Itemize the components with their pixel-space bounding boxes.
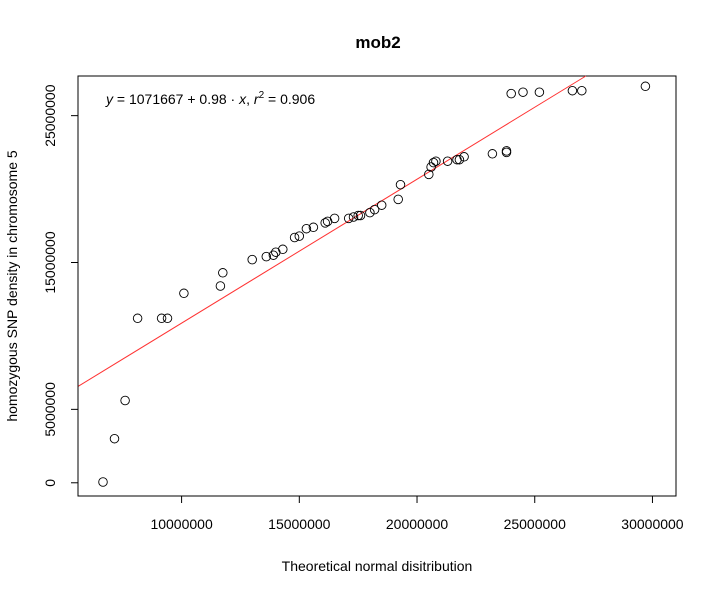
y-axis-label: homozygous SNP density in chromosome 5 [4,150,20,422]
data-point [289,232,300,243]
data-point [294,231,305,241]
eq-y-var: y [105,91,114,107]
y-tick-label: 0 [42,479,58,487]
data-point [454,154,465,165]
data-point [109,433,120,444]
x-axis: 10000000 15000000 20000000 25000000 30000000 [150,495,684,532]
data-point [431,156,441,166]
data-point [268,250,279,260]
data-point [278,244,288,255]
data-point [577,85,587,96]
data-point [162,313,173,324]
eq-r-var: r [254,91,260,107]
data-point [376,200,387,210]
data-point [442,156,453,166]
data-point [506,88,516,99]
data-point [518,87,528,97]
x-axis-label: Theoretical normal disitribution [282,558,473,574]
data-point [322,216,333,227]
data-point [179,288,189,299]
data-point [501,146,512,156]
data-point [120,395,130,406]
y-tick-label: 5000000 [42,382,58,437]
data-point [215,281,226,291]
y-tick-label: 15000000 [42,231,58,294]
data-point [365,207,375,218]
regression-line [77,75,587,387]
x-tick-label: 10000000 [150,516,213,532]
data-point [353,210,363,221]
regression-equation: y = 1071667 + 0.98 · x, r2 = 0.906 [105,90,315,107]
chart-title: mob2 [355,33,400,52]
data-point [534,87,545,97]
y-axis: 0 5000000 15000000 25000000 [42,84,79,487]
data-point [320,218,330,228]
x-tick-label: 30000000 [621,516,684,532]
data-point [567,85,578,96]
data-point [247,254,257,265]
data-point [369,204,380,215]
data-point [218,268,228,278]
data-point [424,169,434,180]
eq-sep: , [246,91,254,107]
data-point [343,213,354,224]
data-point [426,162,436,172]
data-point [156,313,167,324]
data-point [308,222,319,233]
data-point [459,152,469,162]
y-tick-label: 25000000 [42,84,58,147]
data-point [428,157,439,168]
data-point [271,247,281,257]
data-point [393,194,403,205]
data-point [329,213,340,224]
data-point [487,149,498,159]
plot-area [77,75,677,497]
eq-r-exp: 2 [259,90,265,101]
eq-r-value: = 0.906 [264,91,315,107]
eq-body: = 1071667 + 0.98 · [113,91,239,107]
data-point [301,223,312,234]
plot-frame [77,75,677,497]
eq-x-var: x [238,91,247,107]
data-point [348,212,359,222]
data-point [132,313,143,324]
data-point [261,251,272,262]
data-point [395,179,406,190]
x-tick-label: 15000000 [268,516,331,532]
data-point [355,210,366,221]
x-tick-label: 25000000 [504,516,567,532]
x-tick-label: 20000000 [386,516,449,532]
data-point [98,477,108,487]
data-point [452,154,462,165]
data-points [98,81,651,487]
data-point [640,81,651,92]
